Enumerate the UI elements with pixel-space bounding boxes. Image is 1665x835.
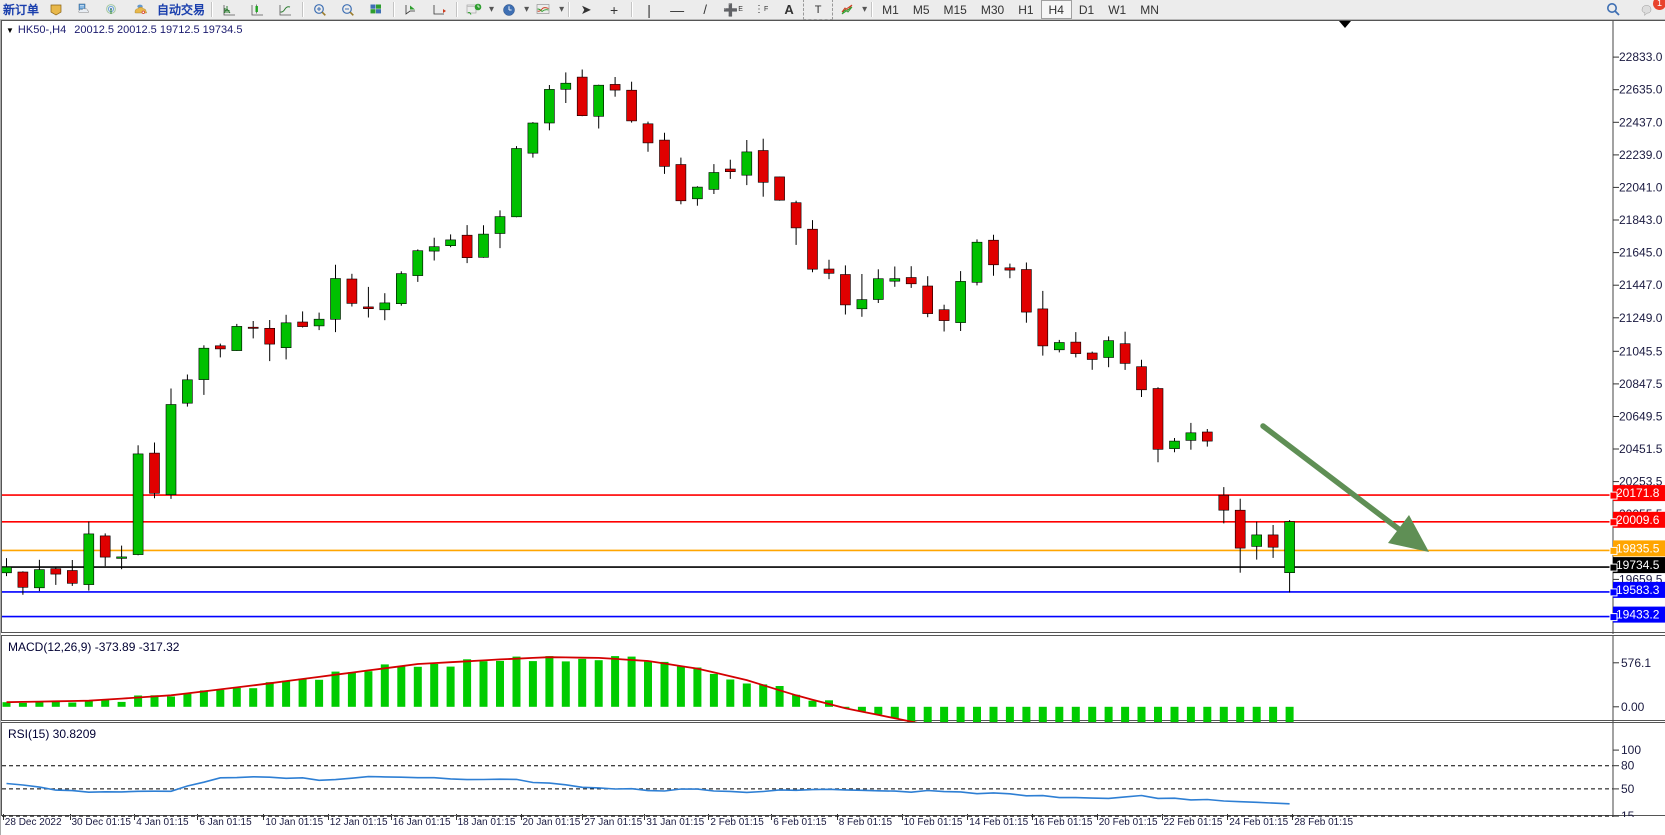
svg-text:MACD(12,26,9) -373.89 -317.32: MACD(12,26,9) -373.89 -317.32 — [8, 640, 180, 654]
svg-text:0.00: 0.00 — [1621, 700, 1645, 714]
svg-text:22041.0: 22041.0 — [1619, 180, 1663, 194]
svg-text:19583.3: 19583.3 — [1616, 583, 1660, 597]
svg-text:20847.5: 20847.5 — [1619, 377, 1663, 391]
svg-text:19433.2: 19433.2 — [1616, 608, 1660, 622]
svg-text:RSI(15) 30.8209: RSI(15) 30.8209 — [8, 727, 96, 741]
svg-text:21447.0: 21447.0 — [1619, 278, 1663, 292]
svg-text:20451.5: 20451.5 — [1619, 442, 1663, 456]
svg-text:15: 15 — [1621, 809, 1635, 817]
svg-text:21045.5: 21045.5 — [1619, 344, 1663, 358]
svg-text:22635.0: 22635.0 — [1619, 83, 1663, 97]
svg-text:20649.5: 20649.5 — [1619, 410, 1663, 424]
svg-text:20171.8: 20171.8 — [1616, 486, 1660, 500]
svg-text:22833.0: 22833.0 — [1619, 50, 1663, 64]
svg-text:576.1: 576.1 — [1621, 656, 1651, 670]
svg-text:19835.5: 19835.5 — [1616, 541, 1660, 555]
svg-text:21645.0: 21645.0 — [1619, 246, 1663, 260]
svg-text:20009.6: 20009.6 — [1616, 513, 1660, 527]
svg-text:21843.0: 21843.0 — [1619, 213, 1663, 227]
svg-text:21249.0: 21249.0 — [1619, 311, 1663, 325]
svg-text:50: 50 — [1621, 782, 1635, 796]
svg-text:22239.0: 22239.0 — [1619, 148, 1663, 162]
svg-text:100: 100 — [1621, 743, 1641, 757]
svg-text:19734.5: 19734.5 — [1616, 558, 1660, 572]
svg-text:80: 80 — [1621, 759, 1635, 773]
svg-text:22437.0: 22437.0 — [1619, 115, 1663, 129]
